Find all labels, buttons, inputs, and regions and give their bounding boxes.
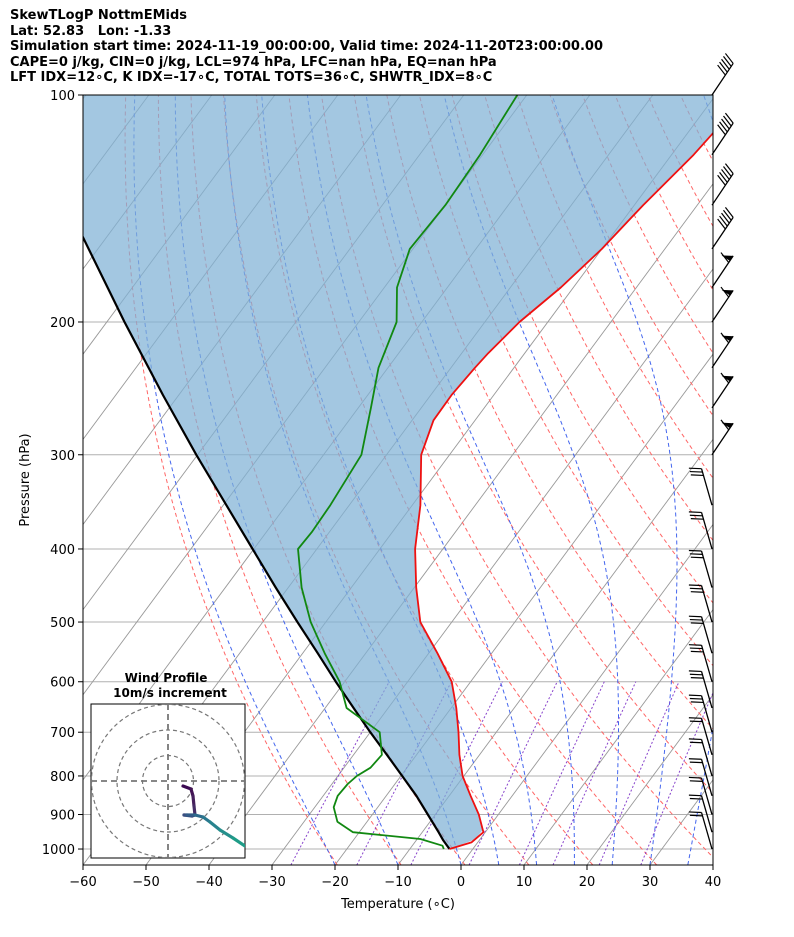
wind-barb bbox=[688, 776, 713, 815]
moist-adiabat bbox=[443, 95, 619, 865]
wind-barb bbox=[688, 738, 713, 777]
x-axis-label: Temperature (∘C) bbox=[340, 897, 455, 912]
y-tick-label: 800 bbox=[50, 770, 75, 785]
wind-barb bbox=[688, 467, 713, 506]
x-tick-label: 40 bbox=[705, 875, 722, 890]
mixing-ratio-line bbox=[640, 691, 713, 865]
y-axis: 1000 900 800 700 600 500 400 300 200 100 bbox=[42, 89, 83, 858]
moist-adiabat bbox=[551, 95, 678, 865]
parcel-profile-line bbox=[83, 234, 451, 850]
wind-barb bbox=[688, 511, 713, 550]
x-tick-label: 10 bbox=[516, 875, 533, 890]
dry-adiabat bbox=[386, 95, 713, 730]
wind-barb bbox=[711, 286, 734, 323]
isotherm bbox=[397, 438, 713, 865]
profiles bbox=[83, 95, 713, 850]
x-tick-label: −20 bbox=[321, 875, 348, 890]
wind-barb bbox=[711, 419, 734, 456]
y-tick-label: 600 bbox=[50, 676, 75, 691]
x-tick-label: −40 bbox=[195, 875, 222, 890]
mixing-ratio-line bbox=[468, 681, 558, 865]
dry-adiabat bbox=[680, 95, 713, 163]
wind-barb bbox=[711, 252, 734, 288]
isotherm bbox=[712, 864, 713, 865]
dry-adiabat bbox=[712, 95, 713, 96]
moist-adiabat bbox=[365, 95, 575, 865]
mixing-ratio-line bbox=[552, 681, 637, 865]
x-tick-label: 0 bbox=[457, 875, 465, 890]
station-location: Lat: 52.83 Lon: -1.33 bbox=[10, 23, 172, 39]
wind-barbs bbox=[688, 53, 734, 850]
dry-adiabat bbox=[418, 95, 713, 667]
isotherm bbox=[83, 95, 87, 100]
moist-adiabat bbox=[687, 95, 713, 865]
moist-adiabat bbox=[133, 95, 336, 865]
x-tick-label: −30 bbox=[258, 875, 285, 890]
hodograph-trace-segment bbox=[218, 828, 235, 840]
wind-barb bbox=[711, 206, 734, 250]
hodograph-trace-segment bbox=[231, 836, 245, 848]
wind-barb bbox=[711, 112, 734, 156]
x-tick-label: 20 bbox=[579, 875, 596, 890]
x-tick-label: −10 bbox=[384, 875, 411, 890]
y-tick-label: 500 bbox=[50, 616, 75, 631]
wind-barb bbox=[688, 584, 713, 623]
hodograph-trace-segment bbox=[191, 794, 196, 808]
isotherm bbox=[271, 268, 713, 865]
y-tick-label: 400 bbox=[50, 543, 75, 558]
wind-barb bbox=[688, 615, 713, 654]
moist-adiabat bbox=[174, 95, 399, 865]
wind-barb bbox=[688, 794, 713, 833]
cape-cin-shading bbox=[83, 95, 713, 849]
wind-barb bbox=[688, 811, 713, 850]
dry-adiabat bbox=[647, 95, 713, 228]
wind-barb bbox=[688, 694, 713, 733]
isotherm bbox=[208, 183, 713, 865]
wind-barb bbox=[711, 53, 734, 96]
y-tick-label: 100 bbox=[50, 89, 75, 104]
x-tick-label: 30 bbox=[642, 875, 659, 890]
wind-barb bbox=[688, 717, 713, 755]
stability-indices-1: CAPE=0 j/kg, CIN=0 j/kg, LCL=974 hPa, LF… bbox=[10, 54, 497, 70]
dry-adiabat bbox=[746, 95, 794, 865]
simulation-times: Simulation start time: 2024-11-19_00:00:… bbox=[10, 39, 603, 54]
station-title: SkewTLogP NottmEMids bbox=[10, 8, 188, 23]
mixing-ratio-line bbox=[518, 681, 605, 865]
wind-barb bbox=[711, 372, 734, 409]
isotherm bbox=[776, 95, 794, 865]
x-tick-label: −60 bbox=[69, 875, 96, 890]
wind-barb bbox=[688, 758, 713, 796]
y-tick-label: 300 bbox=[50, 449, 75, 464]
y-tick-label: 900 bbox=[50, 809, 75, 824]
hodograph-inset: Wind Profile 10m/s increment bbox=[90, 671, 246, 859]
hodograph-trace-segment bbox=[208, 820, 222, 832]
y-tick-label: 200 bbox=[50, 316, 75, 331]
dewpoint-profile-line bbox=[297, 95, 519, 850]
stability-indices-2: LFT IDX=12∘C, K IDX=-17∘C, TOTAL TOTS=36… bbox=[10, 70, 493, 85]
cin-shading bbox=[83, 95, 713, 849]
mixing-ratio-line bbox=[598, 681, 680, 865]
y-tick-label: 700 bbox=[50, 726, 75, 741]
y-axis-label: Pressure (hPa) bbox=[18, 433, 33, 526]
temperature-profile-line bbox=[414, 131, 713, 850]
wind-barb bbox=[711, 332, 734, 369]
x-axis: −60 −50 −40 −30 −20 −10 0 10 20 30 40 bbox=[69, 865, 721, 890]
hodograph-title: Wind Profile bbox=[125, 671, 208, 685]
dry-adiabat bbox=[778, 95, 794, 865]
isotherm bbox=[649, 779, 713, 865]
isotherm bbox=[586, 693, 713, 865]
wind-barb bbox=[688, 549, 713, 588]
dry-adiabat bbox=[124, 95, 338, 865]
y-tick-label: 1000 bbox=[42, 843, 75, 858]
x-tick-label: −50 bbox=[132, 875, 159, 890]
wind-barb bbox=[711, 163, 734, 206]
chart-header: SkewTLogP NottmEMids Lat: 52.83 Lon: -1.… bbox=[10, 8, 603, 86]
dry-adiabat bbox=[582, 95, 713, 354]
isotherm bbox=[460, 523, 713, 865]
wind-barb bbox=[688, 670, 713, 709]
wind-barb bbox=[688, 644, 713, 682]
hodograph-subtitle: 10m/s increment bbox=[113, 686, 227, 700]
